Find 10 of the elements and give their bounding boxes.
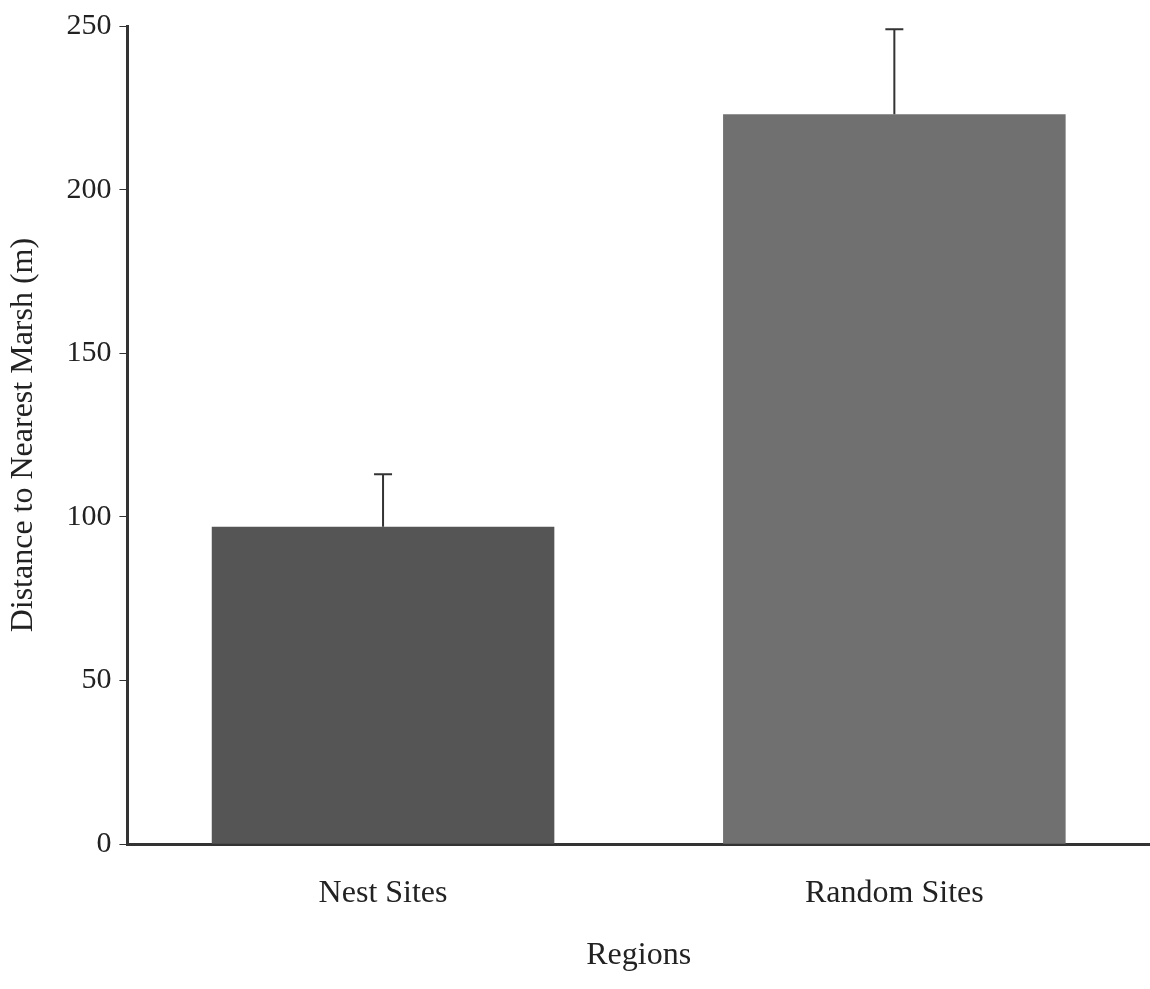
- x-tick-label: Nest Sites: [318, 872, 448, 909]
- y-tick-label: 100: [66, 497, 112, 531]
- y-tick-label: 0: [96, 825, 112, 859]
- x-tick-label: Random Sites: [805, 872, 984, 909]
- y-tick-label: 200: [66, 170, 112, 204]
- y-tick-label: 150: [66, 334, 112, 368]
- y-tick-label: 50: [81, 661, 112, 695]
- y-tick-label: 250: [66, 6, 112, 40]
- x-axis-title: Regions: [586, 935, 692, 972]
- y-axis-title: Distance to Nearest Marsh (m): [2, 237, 39, 633]
